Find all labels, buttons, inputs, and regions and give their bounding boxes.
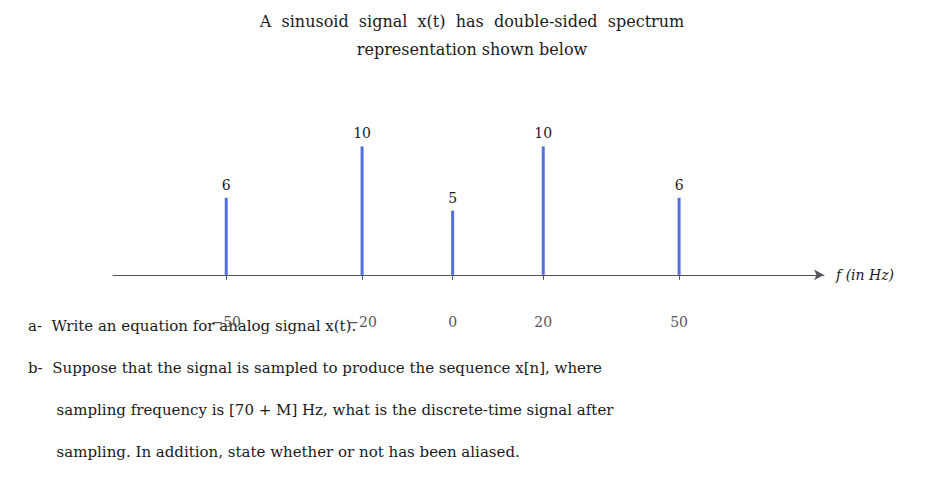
- svg-text:50: 50: [670, 314, 688, 330]
- svg-text:sampling. In addition, state w: sampling. In addition, state whether or …: [28, 443, 520, 461]
- svg-text:b- Suppose that the signal is: b- Suppose that the signal is sampled to…: [28, 359, 602, 377]
- svg-text:A sinusoid signal x(t) has: A sinusoid signal x(t) has double-sided …: [259, 12, 684, 31]
- svg-text:a- Write an equation for anal: a- Write an equation for analog signal x…: [28, 317, 356, 335]
- svg-text:0: 0: [448, 314, 457, 330]
- svg-text:10: 10: [534, 125, 552, 141]
- svg-text:sampling frequency is [70 + M]: sampling frequency is [70 + M] Hz, what …: [28, 401, 614, 419]
- svg-text:−20: −20: [347, 314, 377, 330]
- svg-text:representation shown below: representation shown below: [357, 40, 588, 59]
- svg-text:−50: −50: [211, 314, 241, 330]
- svg-text:20: 20: [534, 314, 552, 330]
- svg-text:f (in Hz): f (in Hz): [835, 267, 894, 283]
- svg-text:5: 5: [448, 190, 457, 206]
- svg-text:10: 10: [353, 125, 371, 141]
- svg-text:6: 6: [675, 177, 684, 193]
- svg-text:6: 6: [222, 177, 231, 193]
